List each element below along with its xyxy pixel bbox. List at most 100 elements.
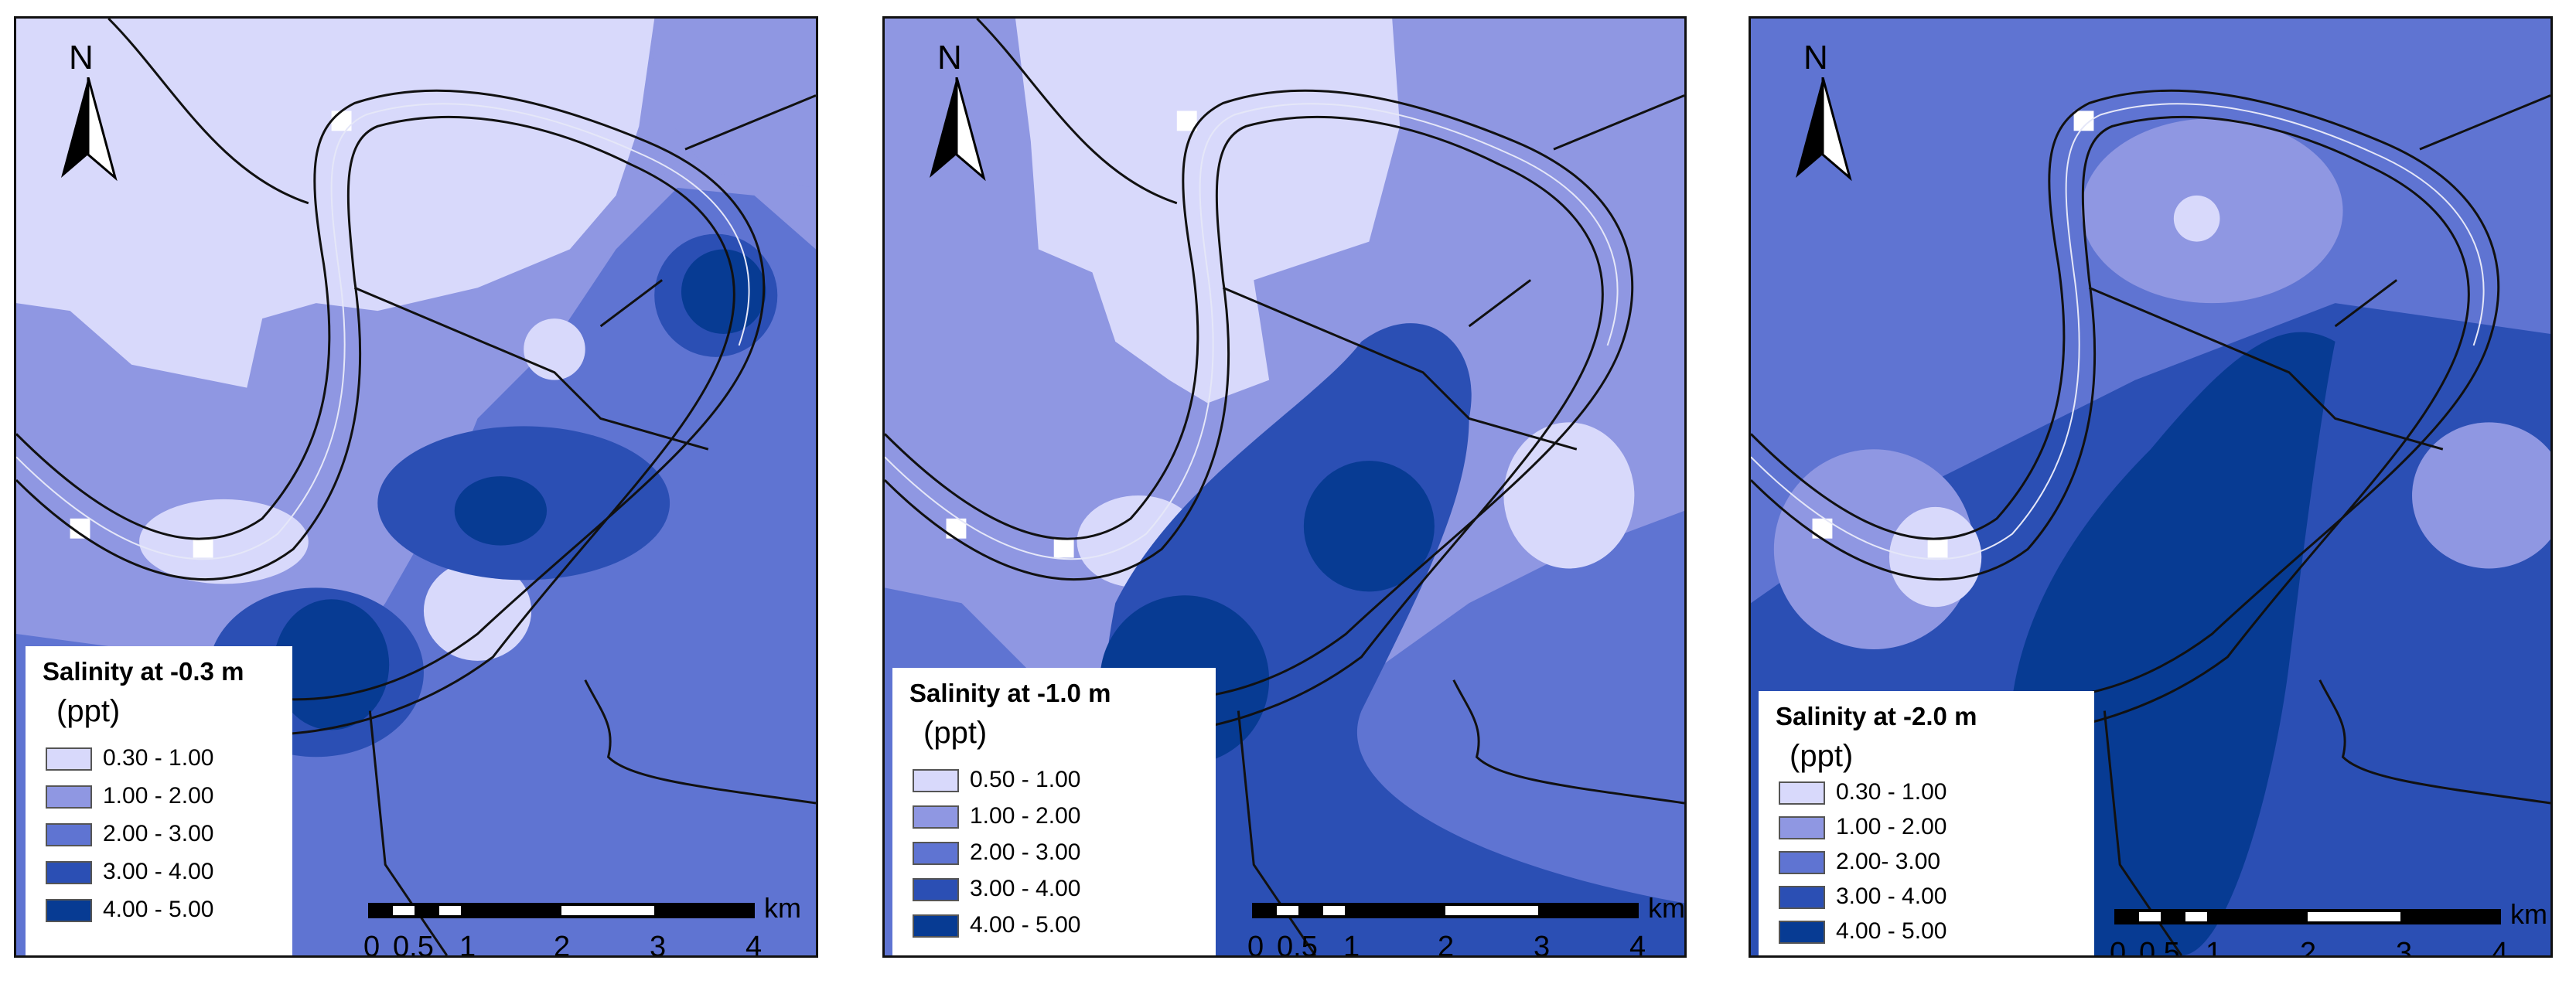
scale-tick: 2 [2300, 937, 2317, 958]
legend-panel-3: Salinity at -2.0 m (ppt) 0.30 - 1.00 1.0… [1759, 691, 2094, 955]
road-line [684, 94, 816, 151]
legend-panel-2: Salinity at -1.0 m (ppt) 0.50 - 1.00 1.0… [892, 668, 1216, 955]
scale-tick: 1 [1343, 931, 1360, 958]
salinity-zone [1503, 422, 1635, 569]
legend-swatch [1779, 851, 1825, 874]
legend-unit: (ppt) [1790, 739, 1854, 773]
map-panel-2: N Salinity at -1.0 m (ppt) 0.50 - 1.00 1… [882, 16, 1687, 958]
road-line [1237, 710, 1317, 955]
road-line [2088, 286, 2444, 451]
north-arrow-icon [61, 77, 118, 182]
scale-tick: 1 [2206, 937, 2223, 958]
legend-swatch [46, 747, 92, 771]
salinity-zone [1303, 461, 1435, 592]
legend-label: 2.00- 3.00 [1836, 849, 1941, 874]
legend-unit: (ppt) [56, 694, 121, 728]
sample-point [1053, 537, 1074, 558]
salinity-zone [423, 560, 532, 661]
legend-title: Salinity at -2.0 m [1776, 702, 1977, 730]
river-bank [885, 89, 1634, 701]
scale-tick: 3 [650, 931, 667, 958]
north-arrow-icon [1796, 77, 1852, 182]
salinity-map-1 [16, 19, 816, 955]
legend-label: 3.00 - 4.00 [970, 876, 1081, 901]
road-line [107, 19, 309, 205]
scale-tick: 3 [2396, 937, 2413, 958]
scale-tick: 0 [1247, 931, 1264, 958]
legend-swatch [46, 861, 92, 884]
salinity-map-2 [885, 19, 1684, 955]
legend-swatch [1779, 921, 1825, 944]
salinity-zone [681, 249, 766, 334]
scale-tick: 0 [363, 931, 380, 958]
legend-swatch [913, 805, 959, 829]
scale-tick: 4 [2492, 937, 2509, 958]
road-line [2334, 279, 2398, 328]
river-centerline [885, 103, 1619, 560]
north-arrow: N [1788, 39, 1858, 193]
scale-tick: 2 [1438, 931, 1455, 958]
legend-label: 2.00 - 3.00 [103, 821, 214, 846]
legend-label: 0.50 - 1.00 [970, 767, 1081, 792]
legend-swatch [913, 842, 959, 865]
salinity-zone [524, 318, 585, 380]
river-bank [16, 89, 766, 701]
salinity-zone [2173, 195, 2220, 242]
salinity-zone [274, 599, 390, 730]
legend-title: Salinity at -0.3 m [43, 657, 244, 686]
road-line [599, 279, 664, 328]
north-label: N [1803, 39, 1828, 77]
legend-swatch [46, 823, 92, 846]
legend-label: 2.00 - 3.00 [970, 839, 1081, 865]
road-line [2419, 94, 2550, 151]
scale-unit: km [764, 892, 801, 924]
scale-unit: km [1648, 892, 1685, 924]
legend-label: 0.30 - 1.00 [103, 745, 214, 771]
scale-bar: km 0 0.5 1 2 3 4 [1247, 892, 1684, 958]
stream-line [584, 679, 816, 805]
legend-swatch [913, 878, 959, 901]
legend-label: 1.00 - 2.00 [970, 803, 1081, 829]
north-label: N [69, 39, 94, 77]
legend-label: 4.00 - 5.00 [970, 912, 1081, 938]
scale-bar: km 0 0.5 1 2 3 4 [363, 892, 801, 958]
road-line [1222, 286, 1578, 451]
map-panel-3: N Salinity at -2.0 m (ppt) 0.30 - 1.00 1… [1749, 16, 2553, 958]
scale-tick: 4 [746, 931, 763, 958]
legend-label: 1.00 - 2.00 [103, 783, 214, 809]
scale-unit: km [2510, 898, 2547, 930]
map-panel-1: N Salinity at -0.3 m (ppt) 0.30 - 1.00 1… [14, 16, 818, 958]
legend-swatch [46, 899, 92, 922]
scale-tick: 2 [554, 931, 571, 958]
river-bank [1751, 89, 2500, 701]
north-arrow: N [922, 39, 991, 193]
legend-swatch [1779, 816, 1825, 839]
north-label: N [937, 39, 962, 77]
river-bank [885, 115, 1604, 737]
sample-point [1927, 537, 1948, 558]
salinity-zone [1103, 323, 1684, 955]
road-line [1468, 279, 1532, 328]
road-line [368, 710, 449, 955]
scale-tick: 0 [2110, 937, 2127, 958]
road-line [1553, 94, 1684, 151]
scale-tick: 0.5 [2139, 937, 2180, 958]
salinity-zone [2412, 422, 2550, 569]
sample-point [1176, 111, 1197, 131]
scale-bar-graphic [2114, 909, 2501, 924]
stream-line [1452, 679, 1684, 805]
river-centerline [1751, 103, 2485, 560]
north-arrow: N [53, 39, 123, 193]
legend-label: 1.00 - 2.00 [1836, 814, 1947, 839]
legend-label: 4.00 - 5.00 [1836, 918, 1947, 944]
legend-panel-1: Salinity at -0.3 m (ppt) 0.30 - 1.00 1.0… [26, 646, 292, 955]
legend-label: 3.00 - 4.00 [1836, 884, 1947, 909]
scale-tick: 3 [1534, 931, 1551, 958]
scale-tick: 0.5 [393, 931, 434, 958]
salinity-zone [139, 499, 309, 584]
scale-tick: 4 [1629, 931, 1646, 958]
scale-bar: km 0 0.5 1 2 3 4 [2110, 898, 2547, 958]
stream-line [2318, 679, 2550, 805]
river-centerline [16, 103, 750, 560]
scale-tick: 0.5 [1277, 931, 1318, 958]
